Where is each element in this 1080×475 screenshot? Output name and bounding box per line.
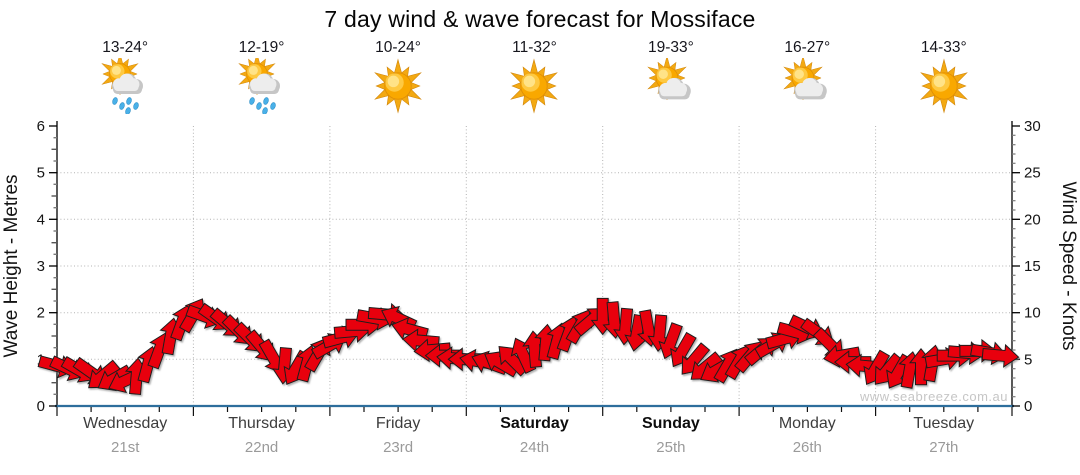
day-temp-range: 10-24° <box>375 39 421 56</box>
day-name: Wednesday <box>83 415 168 432</box>
wind-axis-tick-label: 25 <box>1024 165 1041 182</box>
weather-icon-sunny <box>919 58 969 114</box>
day-date: 27th <box>929 439 959 456</box>
day-temp-range: 14-33° <box>920 39 967 56</box>
day-column-sunday: 19-33° Sunday 25th <box>603 0 739 475</box>
day-date: 24th <box>519 439 550 456</box>
day-date: 26th <box>792 439 822 456</box>
day-date: 22nd <box>244 439 279 456</box>
weather-icon-sun-cloud <box>646 55 696 114</box>
wind-axis-tick-label: 15 <box>1024 258 1041 275</box>
wave-axis-tick-label: 2 <box>37 305 45 322</box>
day-name: Tuesday <box>913 415 975 432</box>
day-temp-range: 13-24° <box>102 39 149 56</box>
day-column-monday: 16-27° Monday 26th <box>739 0 875 475</box>
day-date: 23rd <box>383 439 414 456</box>
day-date: 21st <box>111 439 140 456</box>
weather-icon-sun-cloud-rain <box>237 52 287 115</box>
wind-axis-title: Wind Speed - Knots <box>1058 182 1079 351</box>
day-column-saturday: 11-32° Saturday 24th <box>466 0 602 475</box>
chart-title: 7 day wind & wave forecast for Mossiface <box>324 6 756 32</box>
day-column-friday: 10-24° Friday 23rd <box>330 0 466 475</box>
day-name: Saturday <box>500 415 569 432</box>
day-column-tuesday: 14-33° Tuesday 27th <box>876 0 1012 475</box>
day-column-wednesday: 13-24° Wednesday 21st <box>57 0 193 475</box>
wave-axis-tick-label: 5 <box>37 165 45 182</box>
wave-axis-tick-label: 3 <box>37 258 45 275</box>
wind-arrow <box>670 331 697 368</box>
wind-arrow <box>981 343 1020 368</box>
weather-icon-sunny <box>509 58 559 114</box>
day-name: Monday <box>778 415 836 432</box>
wind-axis-tick-label: 0 <box>1024 398 1032 415</box>
wave-axis-tick-label: 0 <box>37 398 45 415</box>
day-column-thursday: 12-19° Thursday 22nd <box>193 0 329 475</box>
wave-axis-tick-label: 4 <box>37 211 45 228</box>
day-temp-range: 19-33° <box>647 39 694 56</box>
day-name: Sunday <box>641 415 700 432</box>
weather-icon-sun-cloud-rain <box>100 52 150 115</box>
day-date: 25th <box>656 439 686 456</box>
wind-axis-tick-label: 5 <box>1024 351 1032 368</box>
day-temp-range: 12-19° <box>238 39 285 56</box>
wind-axis-tick-label: 30 <box>1024 118 1041 135</box>
day-temp-range: 16-27° <box>784 39 831 56</box>
wave-axis-title: Wave Height - Metres <box>1 174 22 357</box>
day-name: Friday <box>375 415 421 432</box>
wind-arrow <box>391 316 429 341</box>
wind-axis-tick-label: 20 <box>1024 211 1041 228</box>
day-name: Thursday <box>228 415 295 432</box>
watermark: www.seabreeze.com.au <box>859 389 1008 404</box>
weather-icon-sun-cloud <box>782 55 832 114</box>
weather-icon-sunny <box>373 58 423 114</box>
wind-axis-tick-label: 10 <box>1024 305 1041 322</box>
wind-arrow-series <box>37 297 1020 396</box>
day-temp-range: 11-32° <box>512 39 557 56</box>
wave-axis-tick-label: 6 <box>37 118 45 135</box>
